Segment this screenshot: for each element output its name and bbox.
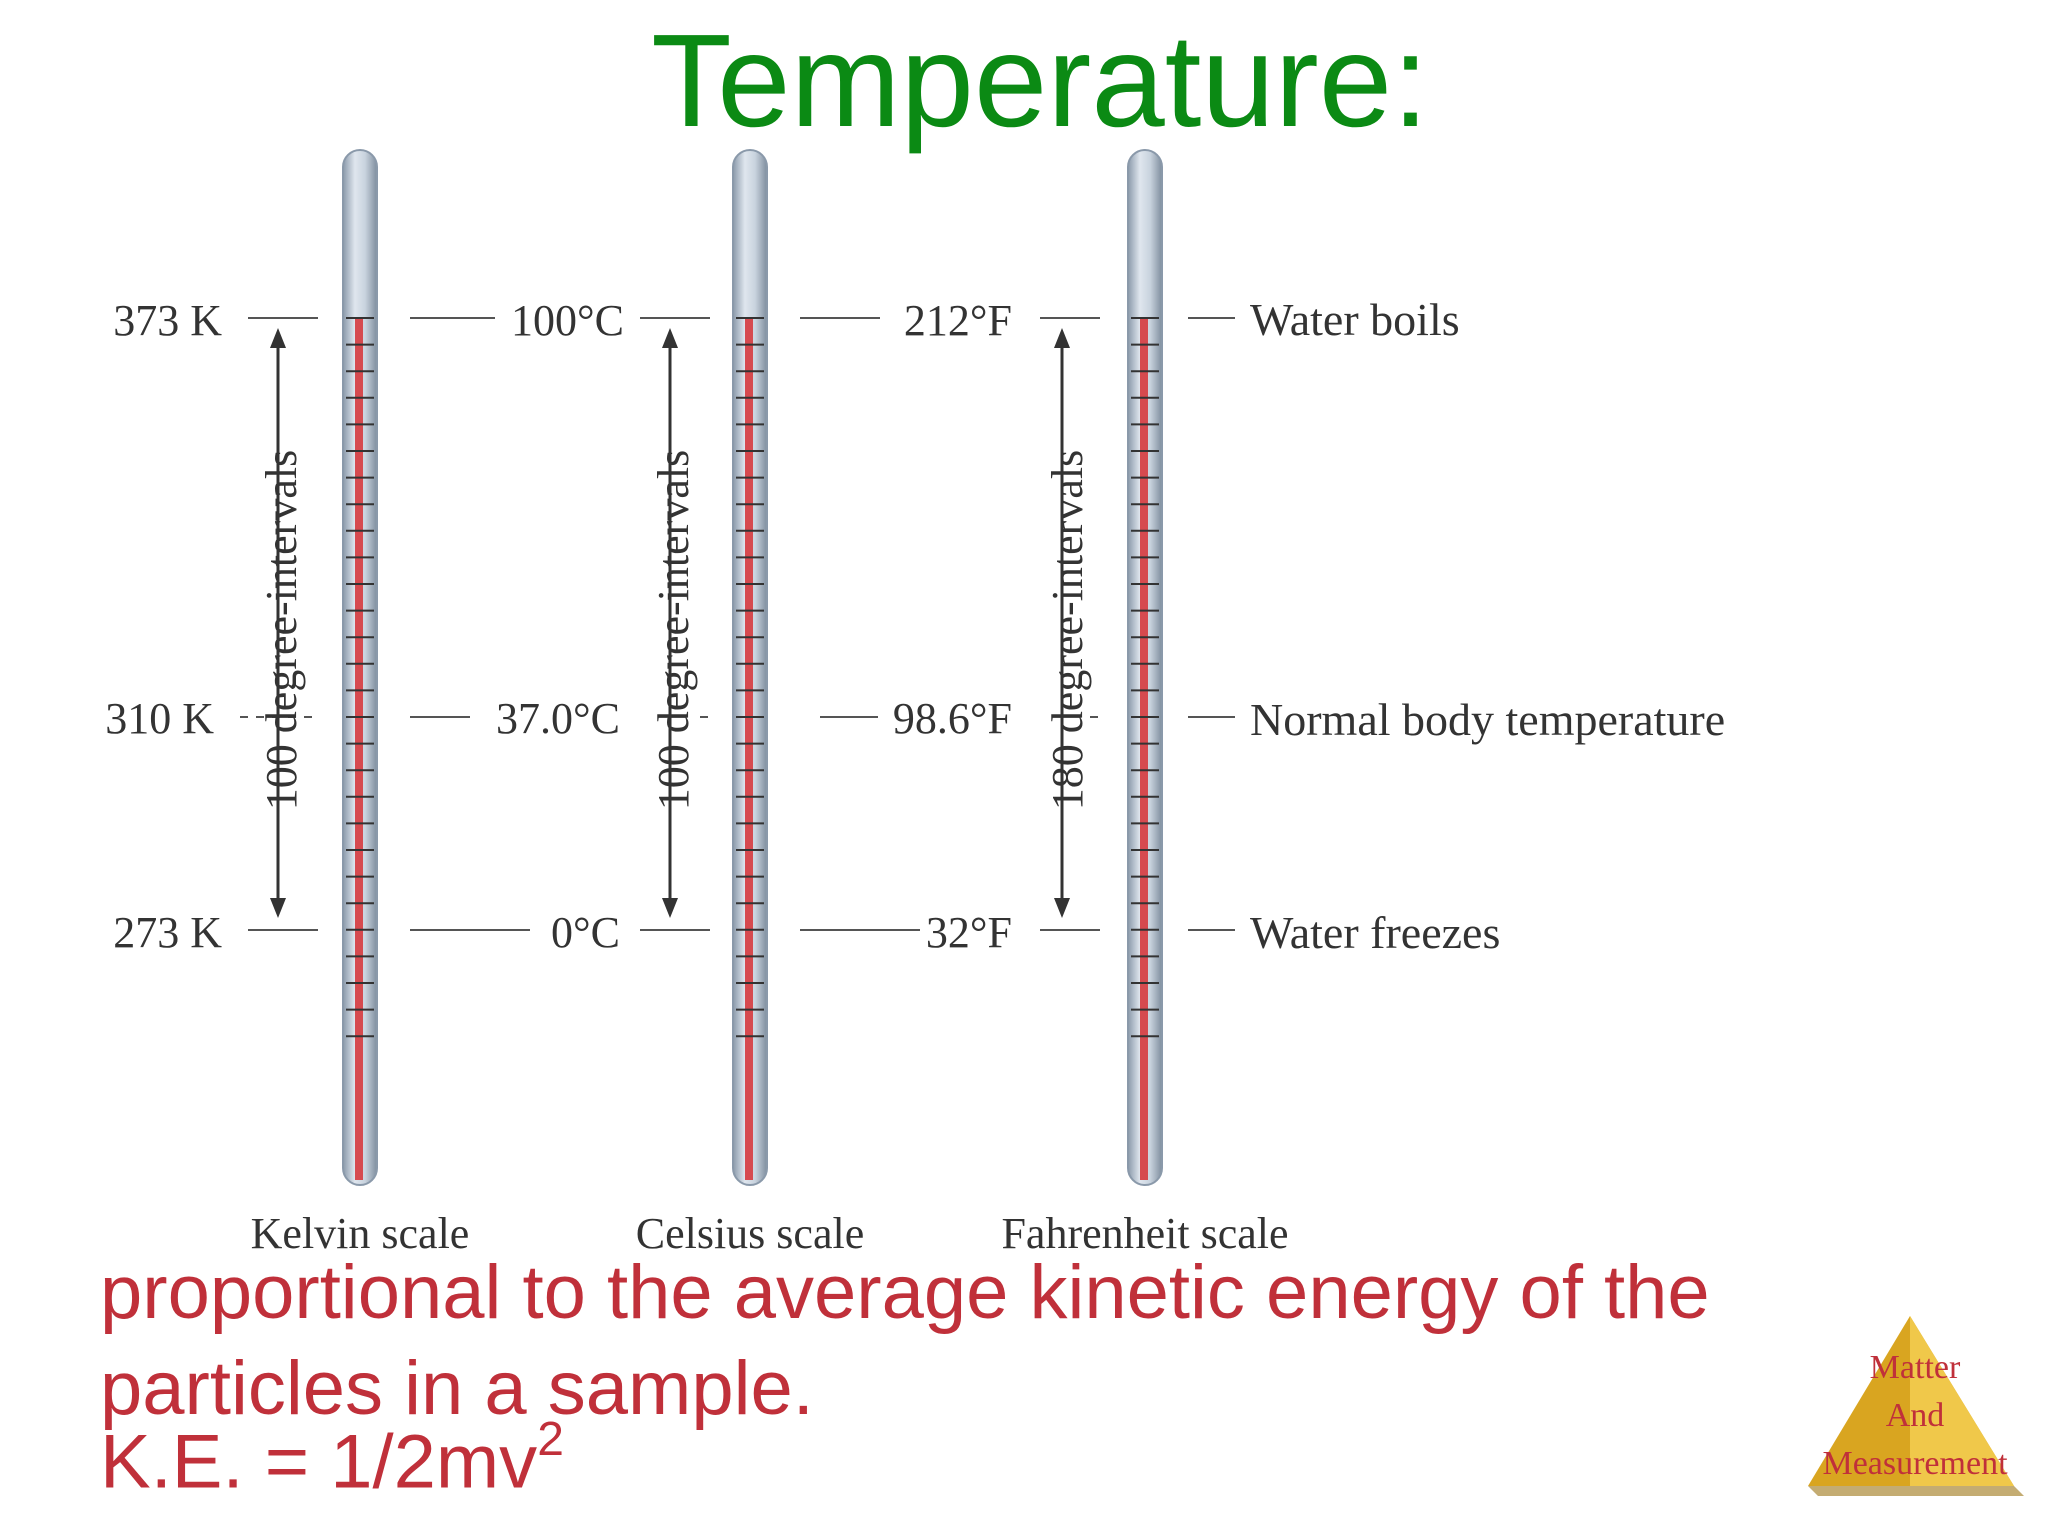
fahrenheit-boiling-label: 212°F (904, 296, 1012, 345)
water-freezes-label: Water freezes (1250, 907, 1500, 958)
body-temperature-label: Normal body temperature (1250, 694, 1725, 745)
kelvin-boiling-label: 373 K (113, 296, 222, 345)
tick-marks-fahrenheit (1131, 317, 1159, 1038)
kelvin-freezing-label: 273 K (113, 908, 222, 957)
celsius-boiling-label: 100°C (511, 296, 624, 345)
logo-line-1: Matter (1869, 1349, 1961, 1386)
kelvin-interval-label: 100 degree-intervals (257, 450, 306, 810)
mercury-column-fahrenheit (1140, 318, 1148, 1180)
tick-marks-celsius (736, 317, 764, 1038)
slide-title: Temperature: (651, 7, 1429, 154)
formula-exponent: 2 (537, 1413, 564, 1466)
matter-measurement-logo: Matter And Measurement (1800, 1310, 2030, 1500)
fahrenheit-interval-label: 180 degree-intervals (1043, 450, 1092, 810)
tick-marks-kelvin (346, 317, 374, 1038)
celsius-freezing-label: 0°C (551, 908, 620, 957)
thermometer-celsius: 100°C 37.0°C 0°C 100 degree-intervals Ce… (410, 149, 865, 1258)
kelvin-scale-label: Kelvin scale (251, 1209, 470, 1258)
reference-points: Water boils Normal body temperature Wate… (1188, 294, 1725, 958)
mercury-column-kelvin (355, 318, 363, 1180)
body-text: proportional to the average kinetic ener… (100, 1250, 1710, 1431)
water-boils-label: Water boils (1250, 294, 1460, 345)
pyramid-icon (1808, 1316, 2024, 1496)
celsius-body-label: 37.0°C (496, 694, 620, 743)
fahrenheit-scale-label: Fahrenheit scale (1001, 1209, 1288, 1258)
fahrenheit-body-label: 98.6°F (893, 694, 1012, 743)
formula-lhs: K.E. = 1/2mv (100, 1419, 538, 1505)
celsius-interval-label: 100 degree-intervals (649, 450, 698, 810)
thermometer-fahrenheit: 212°F 98.6°F 32°F 180 degree-intervals F… (800, 149, 1289, 1258)
logo-line-3: Measurement (1822, 1445, 2008, 1482)
celsius-scale-label: Celsius scale (636, 1209, 865, 1258)
kelvin-body-label: 310 K (105, 694, 214, 743)
thermometer-kelvin: 373 K 310 K 273 K 100 degree-intervals K… (105, 149, 470, 1258)
kinetic-energy-formula: K.E. = 1/2mv2 (100, 1413, 564, 1505)
mercury-column-celsius (745, 318, 753, 1180)
logo-line-2: And (1885, 1397, 1945, 1434)
fahrenheit-freezing-label: 32°F (926, 908, 1012, 957)
